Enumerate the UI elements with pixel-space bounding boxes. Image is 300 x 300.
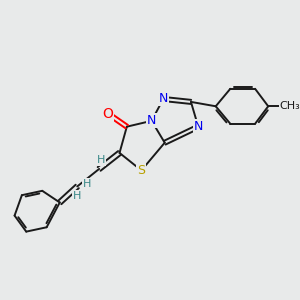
- Text: S: S: [137, 164, 146, 177]
- Text: N: N: [159, 92, 168, 106]
- Text: CH₃: CH₃: [280, 101, 300, 111]
- Text: N: N: [147, 114, 156, 127]
- Text: N: N: [194, 120, 203, 133]
- Text: H: H: [96, 154, 105, 165]
- Text: H: H: [82, 178, 91, 188]
- Text: O: O: [102, 106, 113, 121]
- Text: H: H: [73, 191, 81, 201]
